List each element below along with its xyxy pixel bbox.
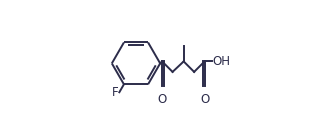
Text: F: F bbox=[112, 86, 119, 99]
Text: O: O bbox=[200, 93, 209, 105]
Text: OH: OH bbox=[212, 55, 230, 68]
Text: O: O bbox=[158, 93, 167, 105]
